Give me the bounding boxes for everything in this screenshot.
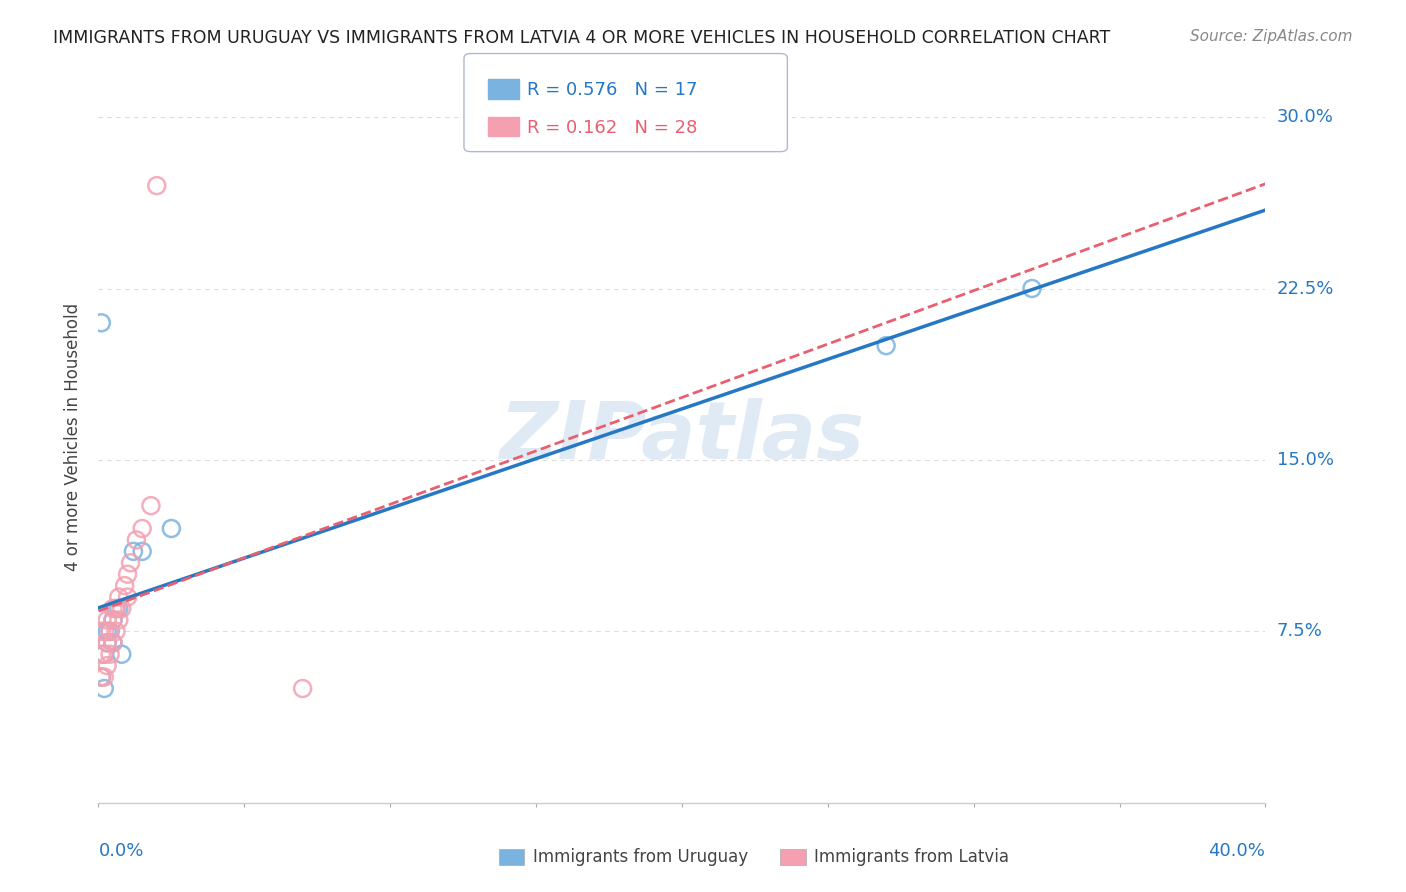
Text: ZIPatlas: ZIPatlas <box>499 398 865 476</box>
Point <box>101 613 124 627</box>
Point <box>146 178 169 193</box>
Point <box>93 670 115 684</box>
Point <box>875 338 897 352</box>
Point <box>90 316 112 330</box>
Text: 40.0%: 40.0% <box>1209 842 1265 860</box>
Point <box>160 521 183 535</box>
Point <box>125 533 148 547</box>
Point <box>96 658 118 673</box>
Point <box>93 647 115 661</box>
Point <box>101 636 124 650</box>
Point <box>96 636 118 650</box>
Point <box>90 624 112 639</box>
Text: 30.0%: 30.0% <box>1277 108 1333 126</box>
Point <box>96 636 118 650</box>
Point <box>98 624 121 639</box>
Point <box>96 624 118 639</box>
Point <box>101 636 124 650</box>
Point <box>114 579 136 593</box>
Point <box>117 567 139 582</box>
Point <box>90 647 112 661</box>
Point <box>101 601 124 615</box>
Text: R = 0.162   N = 28: R = 0.162 N = 28 <box>527 119 697 136</box>
Point <box>104 624 127 639</box>
Point <box>131 521 153 535</box>
Text: R = 0.576   N = 17: R = 0.576 N = 17 <box>527 81 697 99</box>
Text: Immigrants from Latvia: Immigrants from Latvia <box>814 848 1010 866</box>
Point <box>120 556 142 570</box>
Point <box>93 681 115 696</box>
Point <box>131 544 153 558</box>
Point <box>111 601 134 615</box>
Point <box>93 624 115 639</box>
Point <box>117 590 139 604</box>
Point <box>139 499 162 513</box>
Text: 0.0%: 0.0% <box>98 842 143 860</box>
Point <box>104 601 127 615</box>
Text: 22.5%: 22.5% <box>1277 279 1334 298</box>
Point <box>93 647 115 661</box>
Text: 15.0%: 15.0% <box>1277 451 1333 469</box>
Point <box>122 544 145 558</box>
Point <box>90 670 112 684</box>
Text: Source: ZipAtlas.com: Source: ZipAtlas.com <box>1189 29 1353 44</box>
Point <box>111 647 134 661</box>
Point <box>104 601 127 615</box>
Point <box>291 681 314 696</box>
Point <box>108 613 131 627</box>
Text: IMMIGRANTS FROM URUGUAY VS IMMIGRANTS FROM LATVIA 4 OR MORE VEHICLES IN HOUSEHOL: IMMIGRANTS FROM URUGUAY VS IMMIGRANTS FR… <box>53 29 1111 46</box>
Text: 7.5%: 7.5% <box>1277 623 1323 640</box>
Y-axis label: 4 or more Vehicles in Household: 4 or more Vehicles in Household <box>65 303 83 571</box>
Point <box>1021 281 1043 295</box>
Point <box>101 613 124 627</box>
Point <box>108 601 131 615</box>
Point <box>90 670 112 684</box>
Text: Immigrants from Uruguay: Immigrants from Uruguay <box>533 848 748 866</box>
Point <box>96 613 118 627</box>
Point <box>108 590 131 604</box>
Point <box>98 647 121 661</box>
Point <box>98 624 121 639</box>
